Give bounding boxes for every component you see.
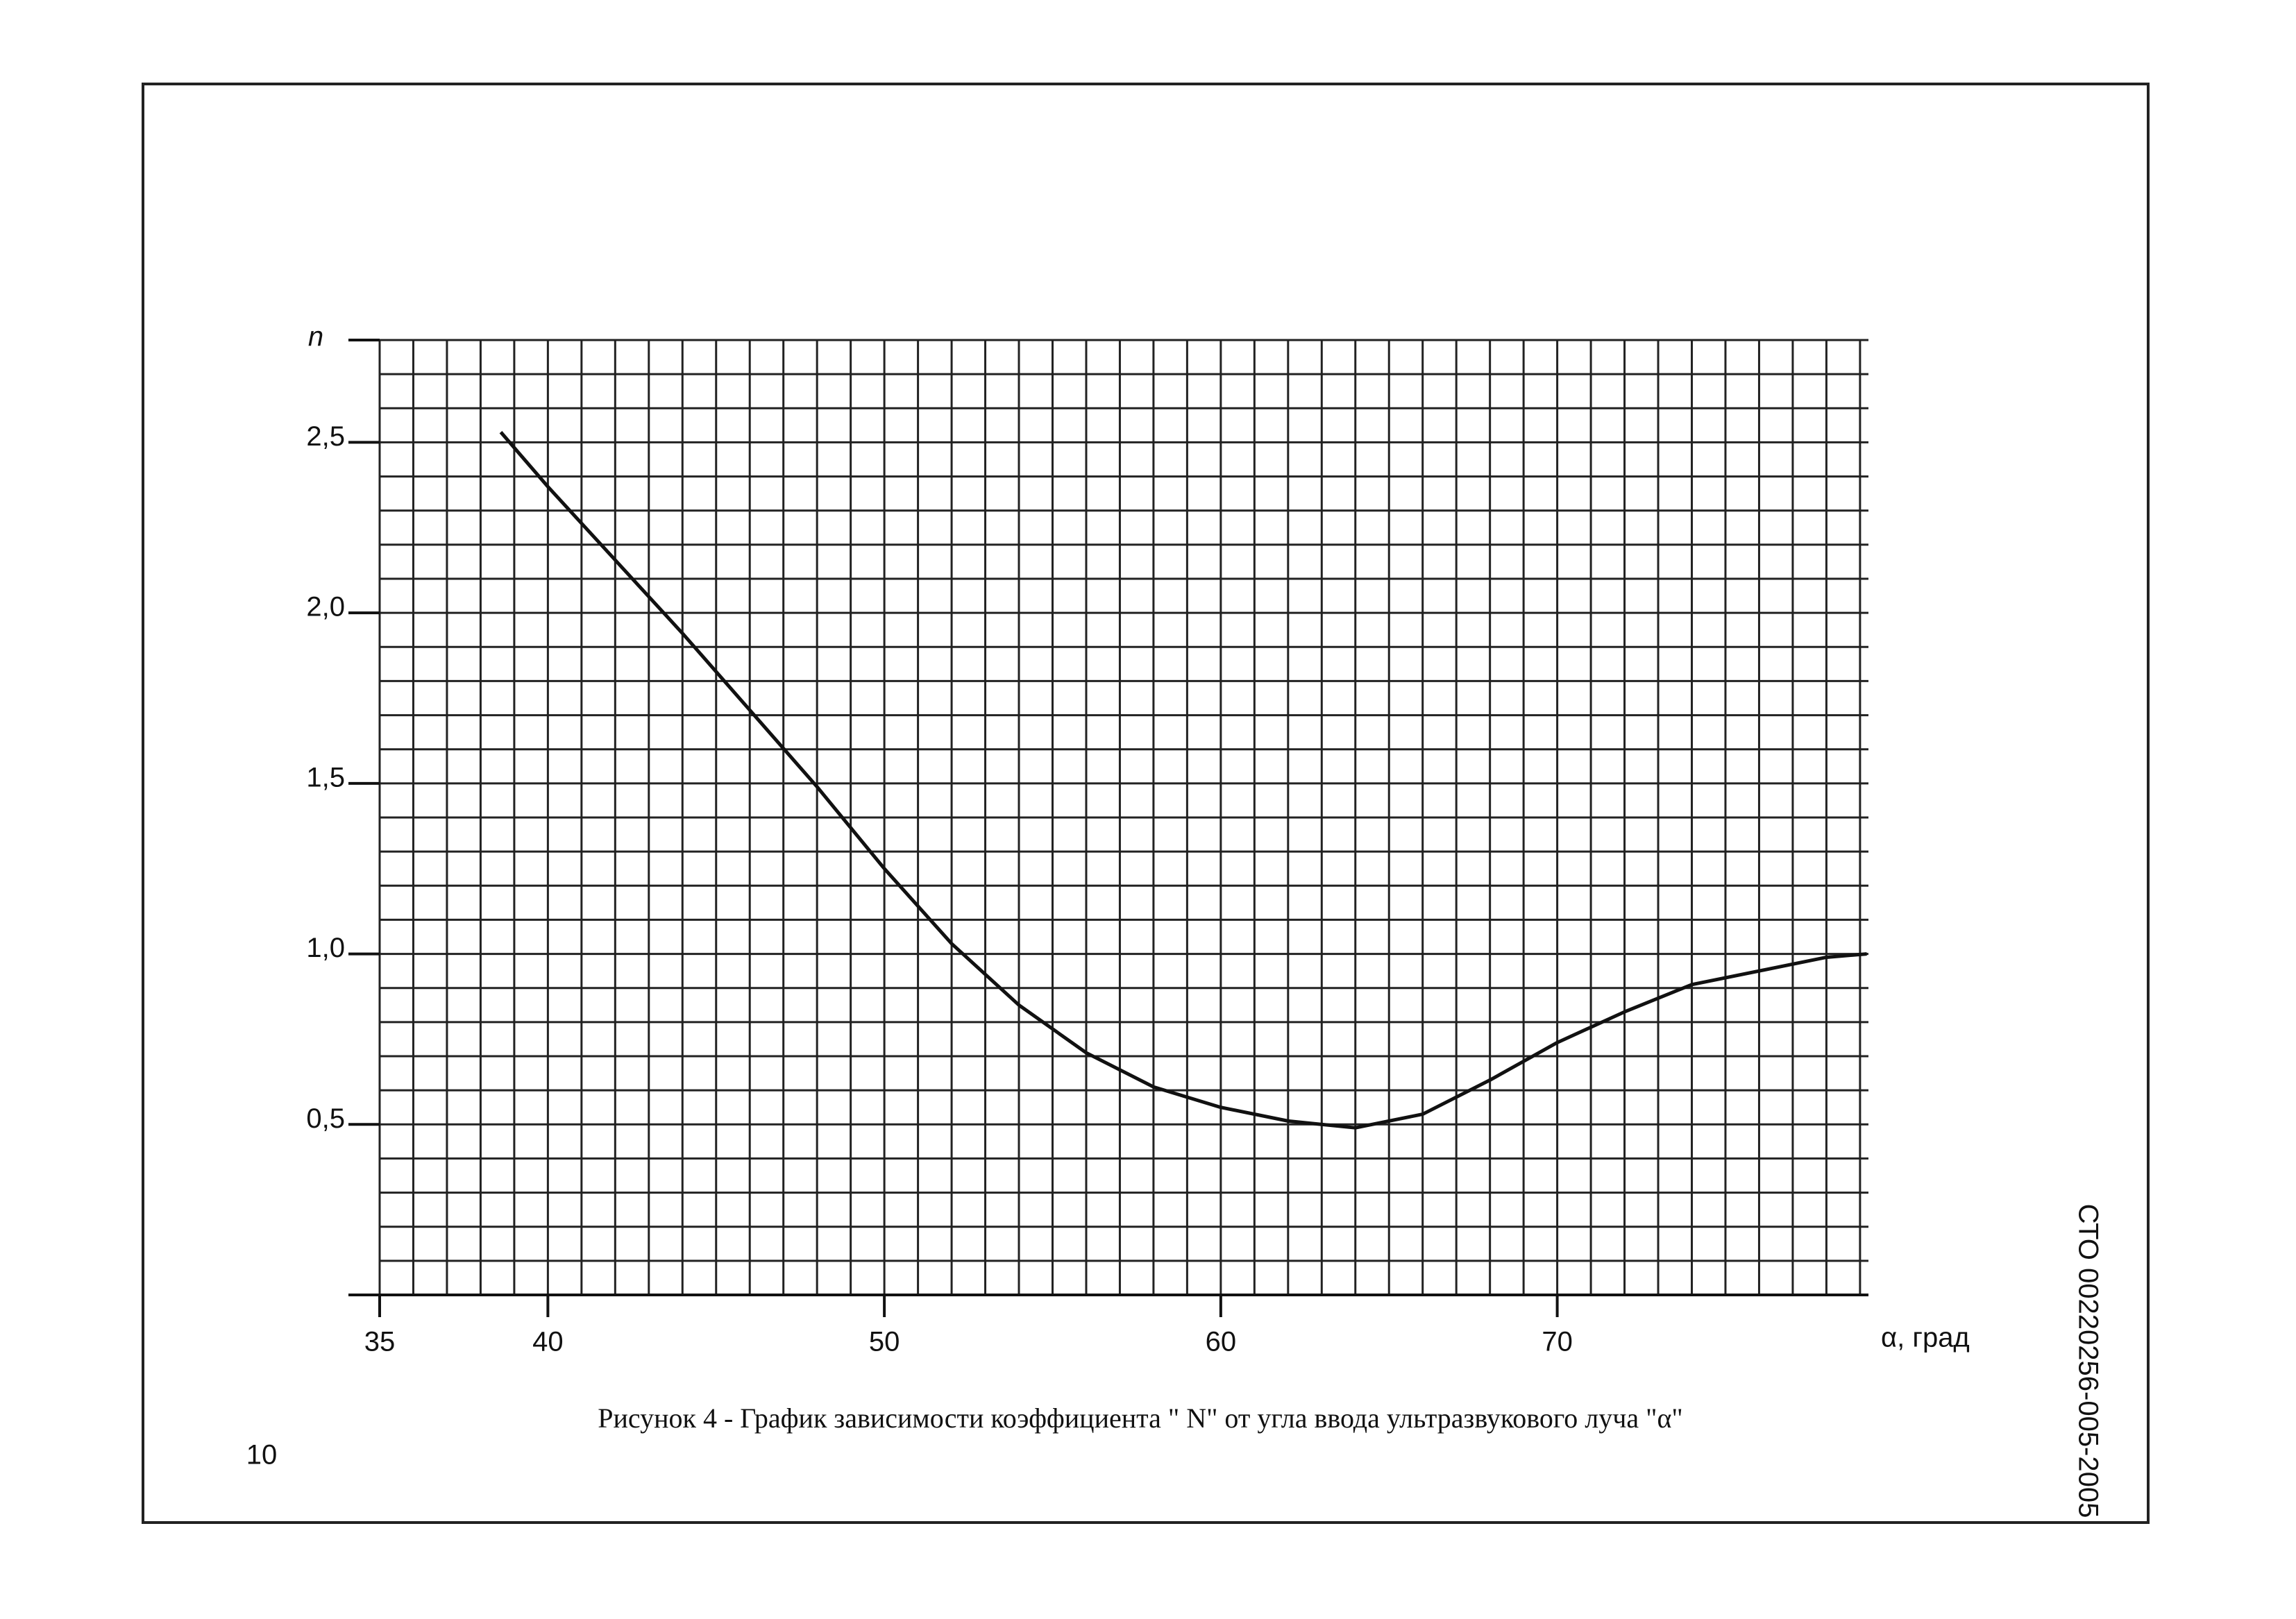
y-tick-label: 1,0 [306,933,345,963]
x-tick-label: 40 [532,1327,564,1357]
caption: Рисунок 4 - График зависимости коэффицие… [598,1402,1683,1434]
y-tick-label: 1,5 [306,762,345,792]
x-tick-label: 50 [869,1327,900,1357]
page-number: 10 [246,1440,278,1470]
x-axis-label: α, град [1881,1323,1970,1353]
y-axis-label: n [308,322,323,353]
y-tick-label: 2,5 [306,421,345,452]
y-tick-label: 2,0 [306,592,345,622]
x-tick-label: 35 [364,1327,396,1357]
side-label: СТО 00220256-005-2005 [2073,1204,2103,1518]
x-tick-label: 70 [1542,1327,1573,1357]
y-tick-label: 0,5 [306,1103,345,1134]
page-frame [142,83,2150,1524]
data-line [499,431,1867,1130]
x-tick-label: 60 [1206,1327,1237,1357]
